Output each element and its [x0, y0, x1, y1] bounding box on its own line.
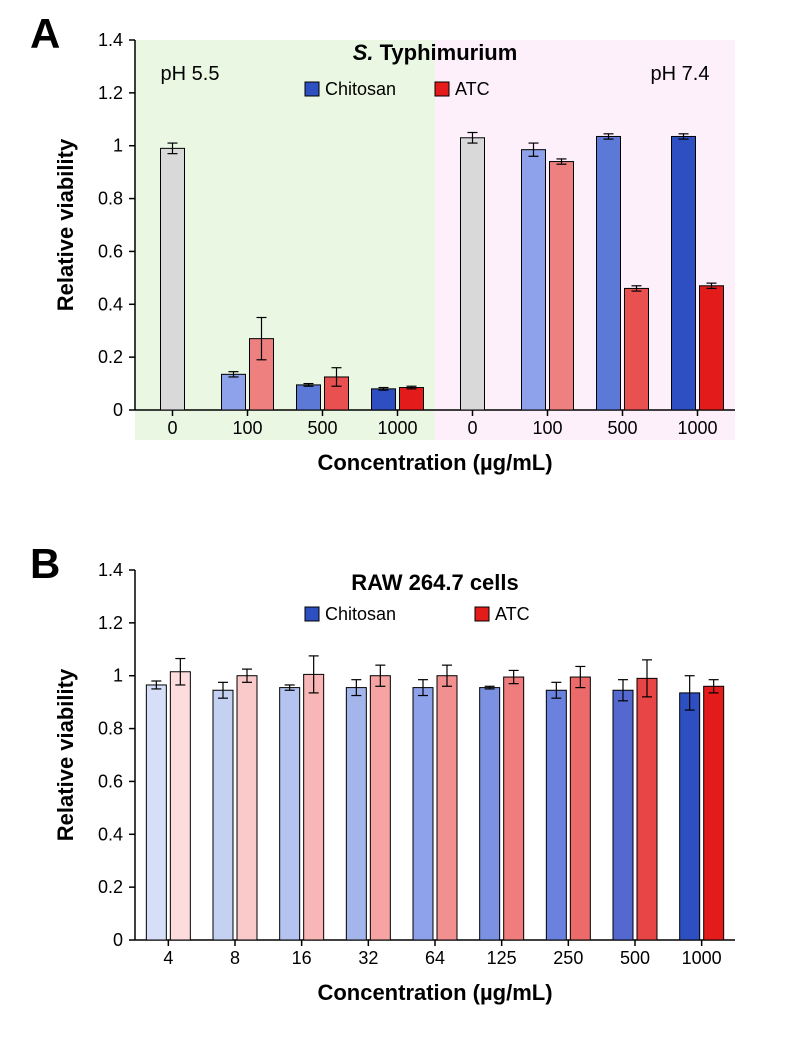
- svg-text:0.2: 0.2: [98, 877, 123, 897]
- svg-text:0: 0: [167, 418, 177, 438]
- svg-text:0.6: 0.6: [98, 771, 123, 791]
- svg-text:RAW 264.7 cells: RAW 264.7 cells: [351, 570, 519, 595]
- chart-b: 0 0.2 0.4 0.6 0.8 1 1.2 1.4 Relative viability RA…: [30, 540, 763, 1040]
- svg-text:0: 0: [113, 400, 123, 420]
- svg-text:250: 250: [553, 948, 583, 968]
- svg-text:Chitosan: Chitosan: [325, 79, 396, 99]
- svg-text:32: 32: [358, 948, 378, 968]
- svg-text:0.4: 0.4: [98, 294, 123, 314]
- panel-b: B 0 0.2 0.4 0.6 0.8 1 1.2 1.4 Relative viability…: [30, 540, 763, 1040]
- svg-text:100: 100: [232, 418, 262, 438]
- svg-text:8: 8: [230, 948, 240, 968]
- svg-text:16: 16: [292, 948, 312, 968]
- svg-text:0.8: 0.8: [98, 719, 123, 739]
- svg-text:1000: 1000: [377, 418, 417, 438]
- svg-text:0.2: 0.2: [98, 347, 123, 367]
- svg-text:100: 100: [532, 418, 562, 438]
- svg-text:pH 5.5: pH 5.5: [161, 63, 220, 85]
- chart-a: 0 0.2 0.4 0.6 0.8 1 1.2 1.4 Relative viability S.…: [30, 10, 763, 510]
- svg-text:1.2: 1.2: [98, 83, 123, 103]
- svg-text:0.6: 0.6: [98, 241, 123, 261]
- svg-text:1: 1: [113, 666, 123, 686]
- svg-text:1.2: 1.2: [98, 613, 123, 633]
- svg-text:ATC: ATC: [495, 604, 530, 624]
- svg-text:4: 4: [163, 948, 173, 968]
- svg-text:500: 500: [307, 418, 337, 438]
- svg-text:Concentration (µg/mL): Concentration (µg/mL): [317, 980, 552, 1005]
- svg-text:0.4: 0.4: [98, 824, 123, 844]
- svg-text:125: 125: [487, 948, 517, 968]
- svg-text:500: 500: [607, 418, 637, 438]
- panel-a: A 0 0.2 0.4 0.6 0.8 1 1.2 1.4 Relative viability…: [30, 10, 763, 510]
- svg-text:0.8: 0.8: [98, 189, 123, 209]
- svg-text:S. Typhimurium: S. Typhimurium: [353, 40, 518, 65]
- svg-text:pH 7.4: pH 7.4: [651, 63, 710, 85]
- svg-text:1000: 1000: [682, 948, 722, 968]
- svg-text:Relative viability: Relative viability: [53, 668, 78, 841]
- svg-text:Chitosan: Chitosan: [325, 604, 396, 624]
- svg-text:0: 0: [467, 418, 477, 438]
- svg-text:500: 500: [620, 948, 650, 968]
- svg-text:ATC: ATC: [455, 79, 490, 99]
- svg-text:1000: 1000: [677, 418, 717, 438]
- svg-text:1.4: 1.4: [98, 560, 123, 580]
- panel-a-label: A: [30, 10, 60, 58]
- svg-text:Relative viability: Relative viability: [53, 138, 78, 311]
- svg-text:64: 64: [425, 948, 445, 968]
- svg-text:1.4: 1.4: [98, 30, 123, 50]
- panel-b-label: B: [30, 540, 60, 588]
- svg-text:1: 1: [113, 136, 123, 156]
- svg-text:Concentration (µg/mL): Concentration (µg/mL): [317, 450, 552, 475]
- svg-text:0: 0: [113, 930, 123, 950]
